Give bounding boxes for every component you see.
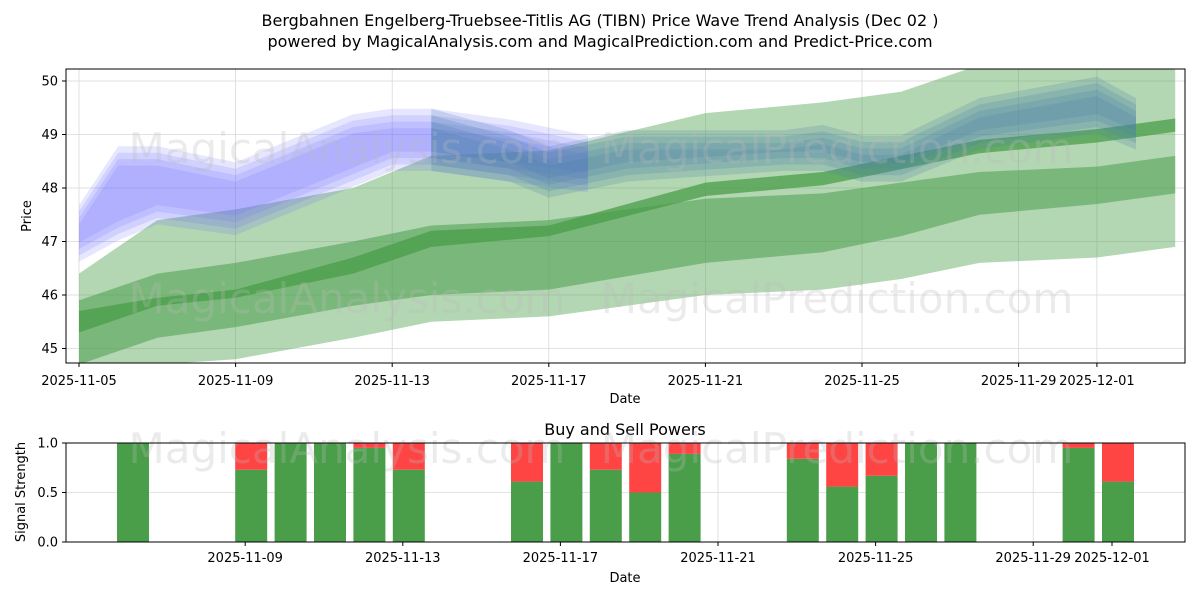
price-y-tick-label: 49 — [41, 128, 58, 143]
price-y-tick-label: 50 — [41, 75, 58, 90]
price-x-tick-label: 2025-11-05 — [41, 374, 117, 389]
watermark-left-mid: MagicalAnalysis.com — [129, 274, 566, 323]
watermark-left-top: MagicalAnalysis.com — [129, 124, 566, 173]
price-y-tick-label: 45 — [41, 342, 58, 357]
price-x-tick-label: 2025-12-01 — [1059, 374, 1135, 389]
power-x-tick-label: 2025-11-29 — [995, 551, 1071, 566]
chart-title: Bergbahnen Engelberg-Truebsee-Titlis AG … — [262, 11, 939, 30]
buy-power-bar — [392, 469, 425, 542]
sell-power-bar — [392, 443, 425, 470]
price-x-tick-label: 2025-11-13 — [354, 374, 430, 389]
power-bars — [117, 443, 1134, 542]
buy-power-bar — [314, 443, 346, 542]
buy-power-bar — [905, 443, 937, 542]
price-y-ticks: 45 46 47 48 49 50 — [41, 75, 66, 357]
watermark-right-mid: MagicalPrediction.com — [601, 274, 1074, 323]
buy-power-bar — [865, 475, 898, 542]
price-y-tick-label: 48 — [41, 182, 58, 197]
price-wave-layer — [431, 89, 1136, 192]
price-wave-layer — [431, 83, 1136, 185]
power-x-tick-label: 2025-11-25 — [838, 551, 914, 566]
power-chart-title: Buy and Sell Powers — [544, 420, 706, 439]
price-x-tick-label: 2025-11-29 — [981, 374, 1057, 389]
sell-power-bar — [1062, 443, 1095, 448]
price-trend-band — [79, 155, 1176, 363]
sell-power-bar — [865, 443, 898, 476]
chart-subtitle: powered by MagicalAnalysis.com and Magic… — [267, 32, 932, 51]
power-x-tick-label: 2025-12-01 — [1074, 551, 1150, 566]
buy-power-bar — [117, 443, 149, 542]
price-y-tick-label: 46 — [41, 289, 58, 304]
buy-power-bar — [274, 443, 307, 542]
price-x-tick-label: 2025-11-09 — [198, 374, 274, 389]
power-x-tick-label: 2025-11-17 — [523, 551, 599, 566]
watermark-left-bottom: MagicalAnalysis.com — [129, 424, 566, 473]
price-x-ticks: 2025-11-05 2025-11-09 2025-11-13 2025-11-17… — [41, 363, 1135, 389]
sell-power-bar — [786, 443, 819, 459]
buy-power-bar — [826, 486, 859, 542]
power-x-axis-label: Date — [609, 571, 640, 586]
price-wave-layer — [79, 121, 588, 256]
buy-power-bar — [353, 447, 386, 542]
buy-power-bar — [1062, 447, 1095, 542]
power-x-tick-label: 2025-11-13 — [365, 551, 441, 566]
price-plot-frame — [65, 68, 1186, 364]
buy-power-bar — [629, 492, 662, 542]
series-inner-green-trend-band — [79, 118, 1176, 333]
price-wave-layer — [431, 96, 1136, 198]
sell-power-bar — [668, 443, 701, 454]
power-y-ticks: 0.0 0.5 1.0 — [37, 437, 66, 551]
buy-power-bar — [511, 481, 543, 542]
series-middle-green-trend-band — [79, 155, 1176, 363]
sell-power-bar — [1102, 443, 1134, 482]
price-wave-layer — [79, 108, 588, 243]
power-x-tick-label: 2025-11-21 — [680, 551, 756, 566]
power-y-axis-label: Signal Strength — [14, 442, 29, 542]
power-y-tick-label: 0.5 — [37, 486, 58, 501]
power-y-tick-label: 0.0 — [37, 536, 58, 551]
price-x-tick-label: 2025-11-17 — [511, 374, 587, 389]
price-x-axis-label: Date — [609, 392, 640, 407]
price-y-axis-label: Price — [20, 200, 35, 232]
buy-power-bar — [668, 453, 701, 542]
sell-power-bar — [353, 443, 386, 448]
price-x-tick-label: 2025-11-21 — [668, 374, 744, 389]
buy-power-bar — [235, 469, 268, 542]
sell-power-bar — [826, 443, 859, 487]
price-y-tick-label: 47 — [41, 235, 58, 250]
buy-power-bar — [1102, 481, 1134, 542]
price-chart-panel: MagicalAnalysis.com MagicalPrediction.co… — [20, 68, 1186, 407]
sell-power-bar — [589, 443, 622, 470]
sell-power-bar — [235, 443, 268, 470]
power-x-tick-label: 2025-11-09 — [207, 551, 283, 566]
buy-power-bar — [786, 458, 819, 542]
price-trend-band — [79, 118, 1176, 333]
power-y-tick-label: 1.0 — [37, 437, 58, 452]
watermark-right-top: MagicalPrediction.com — [601, 124, 1074, 173]
power-x-ticks: 2025-11-09 2025-11-13 2025-11-17 2025-11-21… — [207, 542, 1150, 566]
price-wave-layer — [79, 128, 588, 262]
price-bands — [79, 69, 1176, 363]
watermark-right-bottom: MagicalPrediction.com — [601, 424, 1074, 473]
price-wave-layer — [431, 76, 1136, 179]
price-wave-layer — [79, 115, 588, 249]
power-chart-panel: Buy and Sell Powers MagicalAnalysis.com … — [14, 420, 1186, 586]
buy-power-bar — [589, 469, 622, 542]
buy-power-bar — [550, 443, 583, 542]
series-slate-price-wave — [431, 76, 1136, 198]
sell-power-bar — [629, 443, 662, 493]
price-x-tick-label: 2025-11-25 — [824, 374, 900, 389]
sell-power-bar — [511, 443, 543, 482]
series-blue-price-wave — [79, 108, 588, 262]
buy-power-bar — [944, 443, 977, 542]
